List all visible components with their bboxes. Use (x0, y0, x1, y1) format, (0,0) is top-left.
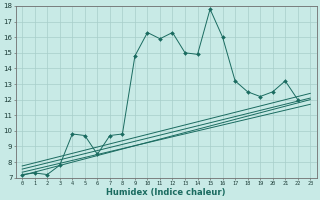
X-axis label: Humidex (Indice chaleur): Humidex (Indice chaleur) (107, 188, 226, 197)
